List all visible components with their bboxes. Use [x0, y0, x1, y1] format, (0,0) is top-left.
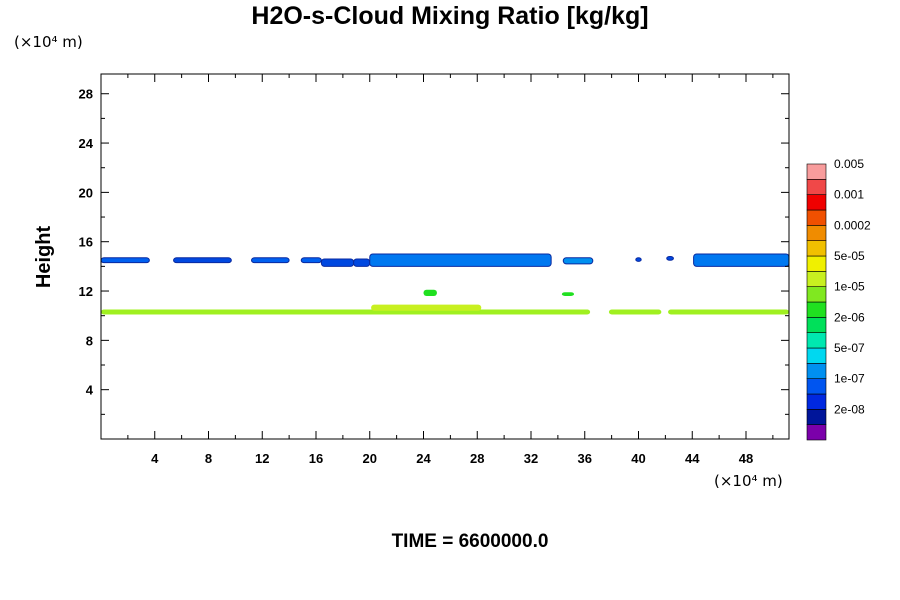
y-axis-title: Height [33, 226, 55, 289]
cloud-feature-upper [173, 257, 232, 264]
cloud-feature-mid [561, 292, 574, 296]
colorbar-swatch [806, 301, 827, 318]
x-tick-label: 4 [151, 451, 159, 466]
cloud-feature-lower [668, 309, 789, 315]
colorbar-swatch [806, 317, 827, 333]
cloud-feature-lower [101, 309, 591, 315]
x-tick-label: 8 [205, 451, 212, 466]
colorbar-swatch [806, 271, 827, 287]
colorbar-label: 0.001 [834, 188, 864, 202]
colorbar-swatch [806, 255, 827, 272]
colorbar-label: 1e-05 [834, 280, 865, 294]
y-tick-label: 24 [79, 136, 94, 151]
y-axis-unit: (×10⁴ m) [14, 33, 83, 51]
colorbar-swatch [806, 347, 827, 364]
colorbar-label: 2e-06 [834, 310, 865, 324]
plot-frame [100, 73, 790, 440]
colorbar-swatch [806, 332, 827, 349]
colorbar-label: 1e-07 [834, 372, 865, 386]
x-tick-label: 32 [524, 451, 538, 466]
y-tick-label: 8 [86, 333, 93, 348]
cloud-feature-upper [693, 253, 790, 267]
cloud-feature-upper [369, 253, 552, 267]
cloud-feature-upper [562, 257, 594, 265]
colorbar-swatch [806, 286, 827, 303]
cloud-feature-lower [608, 309, 662, 315]
cloud-feature-upper [100, 257, 150, 264]
cloud-feature-upper [251, 257, 290, 264]
cloud-feature-mid [423, 289, 437, 296]
colorbar-swatch [806, 225, 827, 241]
cloud-feature-lower [371, 304, 482, 311]
colorbar-swatch [806, 378, 827, 395]
x-tick-label: 12 [255, 451, 269, 466]
y-tick-label: 20 [79, 185, 93, 200]
y-tick-label: 4 [86, 383, 94, 398]
colorbar-label: 5e-05 [834, 249, 865, 263]
x-tick-label: 28 [470, 451, 484, 466]
x-tick-label: 16 [309, 451, 323, 466]
y-tick-label: 28 [79, 87, 93, 102]
colorbar-swatch [806, 209, 827, 226]
cloud-feature-upper [353, 258, 371, 267]
cloud-feature-upper [320, 258, 355, 267]
colorbar-swatch [806, 363, 827, 379]
x-tick-label: 44 [685, 451, 700, 466]
cloud-feature-upper [635, 257, 642, 262]
colorbar: 2e-08 1e-07 5e-07 2e-06 1e-05 5e-05 0.0002 0.00… [806, 157, 871, 441]
y-tick-label: 16 [79, 235, 93, 250]
colorbar-label: 0.005 [834, 157, 864, 171]
colorbar-swatch [806, 163, 827, 180]
colorbar-label: 5e-07 [834, 341, 865, 355]
colorbar-swatch [806, 179, 827, 195]
cloud-feature-upper [300, 257, 322, 264]
colorbar-swatch [806, 424, 827, 441]
y-tick-label: 12 [79, 284, 93, 299]
colorbar-swatch [806, 240, 827, 257]
colorbar-swatch [806, 194, 827, 211]
time-label: TIME = 6600000.0 [391, 531, 549, 552]
colorbar-label: 0.0002 [834, 218, 871, 232]
x-tick-label: 20 [363, 451, 377, 466]
colorbar-swatch [806, 393, 827, 410]
chart-title: H2O-s-Cloud Mixing Ratio [kg/kg] [251, 2, 649, 30]
x-tick-label: 36 [578, 451, 592, 466]
cloud-feature-upper [666, 256, 674, 261]
x-tick-label: 40 [631, 451, 645, 466]
x-tick-label: 48 [739, 451, 753, 466]
colorbar-label: 2e-08 [834, 402, 865, 416]
plot-data-layer [100, 253, 790, 315]
x-axis-unit: (×10⁴ m) [714, 472, 783, 490]
colorbar-swatch [806, 409, 827, 425]
x-tick-label: 24 [416, 451, 431, 466]
